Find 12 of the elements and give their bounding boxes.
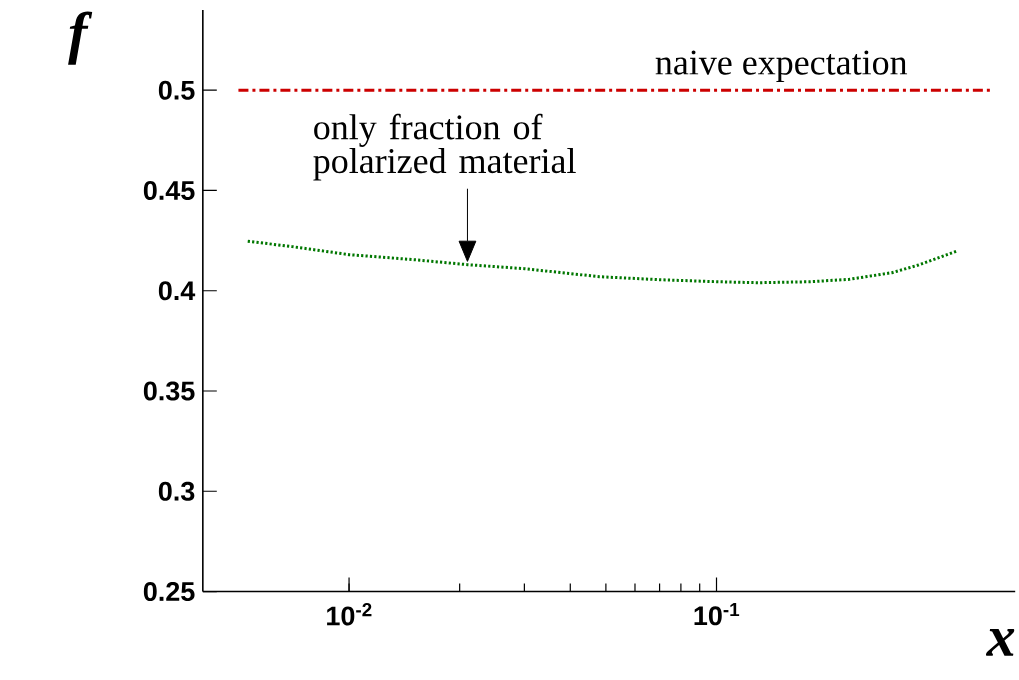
y-tick-label: 0.35 — [143, 381, 195, 401]
annotation: naive expectation — [655, 50, 908, 82]
y-axis-title: f — [68, 11, 93, 65]
y-tick-label: 0.5 — [158, 80, 195, 100]
x-axis-title: x — [985, 628, 1015, 656]
y-tick-label: 0.3 — [158, 481, 195, 501]
y-tick-label: 0.4 — [158, 280, 196, 301]
annotation: only fraction of polarized material — [313, 113, 576, 181]
y-tick-label: 0.25 — [143, 581, 195, 601]
x-tick-label: 10$^{-1}$ — [694, 602, 740, 626]
y-tick-label: 0.45 — [143, 180, 195, 200]
x-tick-label: 10$^{-2}$ — [327, 602, 372, 626]
